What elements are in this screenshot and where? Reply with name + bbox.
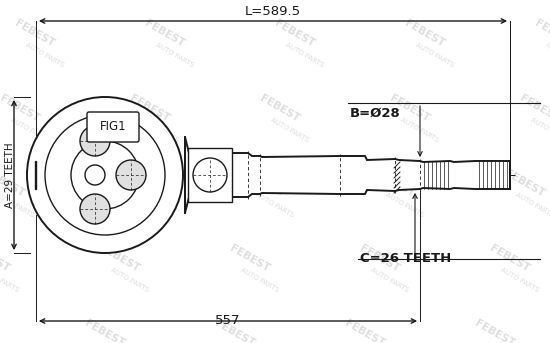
Text: AUTO PARTS: AUTO PARTS — [225, 342, 265, 343]
Circle shape — [85, 165, 105, 185]
Text: FEBEST: FEBEST — [244, 168, 287, 198]
Circle shape — [45, 115, 165, 235]
Text: B=Ø28: B=Ø28 — [350, 107, 401, 120]
Text: L=589.5: L=589.5 — [245, 5, 301, 18]
Text: FEBEST: FEBEST — [373, 168, 416, 198]
Text: AUTO PARTS: AUTO PARTS — [155, 42, 195, 68]
Text: FEBEST: FEBEST — [144, 17, 186, 48]
Text: FEBEST: FEBEST — [534, 17, 550, 48]
Text: AUTO PARTS: AUTO PARTS — [485, 342, 525, 343]
Text: 557: 557 — [215, 314, 241, 327]
Text: AUTO PARTS: AUTO PARTS — [0, 267, 20, 293]
Text: FEBEST: FEBEST — [84, 318, 126, 343]
Text: FEBEST: FEBEST — [519, 93, 550, 123]
Text: FEBEST: FEBEST — [113, 168, 157, 198]
Text: FEBEST: FEBEST — [0, 243, 12, 273]
Text: FEBEST: FEBEST — [474, 318, 516, 343]
Text: AUTO PARTS: AUTO PARTS — [400, 117, 440, 143]
Circle shape — [116, 160, 146, 190]
Text: FEBEST: FEBEST — [13, 17, 57, 48]
Text: AUTO PARTS: AUTO PARTS — [95, 342, 135, 343]
Text: FEBEST: FEBEST — [273, 17, 317, 48]
Text: FEBEST: FEBEST — [403, 17, 447, 48]
Text: AUTO PARTS: AUTO PARTS — [10, 117, 50, 143]
Text: FEBEST: FEBEST — [388, 93, 432, 123]
Polygon shape — [185, 137, 510, 213]
Bar — [188, 148, 232, 202]
Circle shape — [193, 158, 227, 192]
Circle shape — [80, 126, 110, 156]
Text: AUTO PARTS: AUTO PARTS — [530, 117, 550, 143]
Text: AUTO PARTS: AUTO PARTS — [500, 267, 540, 293]
FancyBboxPatch shape — [87, 112, 139, 142]
Bar — [35, 161, 36, 189]
Text: FEBEST: FEBEST — [98, 243, 141, 273]
Text: FEBEST: FEBEST — [0, 93, 42, 123]
Text: AUTO PARTS: AUTO PARTS — [25, 42, 65, 68]
Text: C=26 TEETH: C=26 TEETH — [360, 252, 451, 265]
Text: AUTO PARTS: AUTO PARTS — [270, 117, 310, 143]
Text: AUTO PARTS: AUTO PARTS — [240, 267, 280, 293]
Circle shape — [80, 194, 110, 224]
Text: AUTO PARTS: AUTO PARTS — [110, 267, 150, 293]
Text: AUTO PARTS: AUTO PARTS — [370, 267, 410, 293]
Text: AUTO PARTS: AUTO PARTS — [415, 42, 455, 68]
Text: AUTO PARTS: AUTO PARTS — [0, 192, 35, 218]
Text: AUTO PARTS: AUTO PARTS — [385, 192, 425, 218]
Text: FEBEST: FEBEST — [503, 168, 547, 198]
Text: AUTO PARTS: AUTO PARTS — [0, 342, 5, 343]
Text: A=29 TEETH: A=29 TEETH — [5, 142, 15, 208]
Text: AUTO PARTS: AUTO PARTS — [355, 342, 395, 343]
Text: AUTO PARTS: AUTO PARTS — [545, 42, 550, 68]
Text: FEBEST: FEBEST — [0, 168, 26, 198]
Circle shape — [27, 97, 183, 253]
Text: FEBEST: FEBEST — [213, 318, 257, 343]
Text: AUTO PARTS: AUTO PARTS — [515, 192, 550, 218]
Text: FEBEST: FEBEST — [128, 93, 172, 123]
Text: AUTO PARTS: AUTO PARTS — [285, 42, 325, 68]
Text: FEBEST: FEBEST — [359, 243, 402, 273]
Text: AUTO PARTS: AUTO PARTS — [125, 192, 165, 218]
Text: FEBEST: FEBEST — [488, 243, 532, 273]
Text: FIG1: FIG1 — [100, 120, 126, 133]
Text: AUTO PARTS: AUTO PARTS — [255, 192, 295, 218]
Text: AUTO PARTS: AUTO PARTS — [140, 117, 180, 143]
Text: FEBEST: FEBEST — [258, 93, 301, 123]
Text: FEBEST: FEBEST — [228, 243, 272, 273]
Text: FEBEST: FEBEST — [343, 318, 387, 343]
